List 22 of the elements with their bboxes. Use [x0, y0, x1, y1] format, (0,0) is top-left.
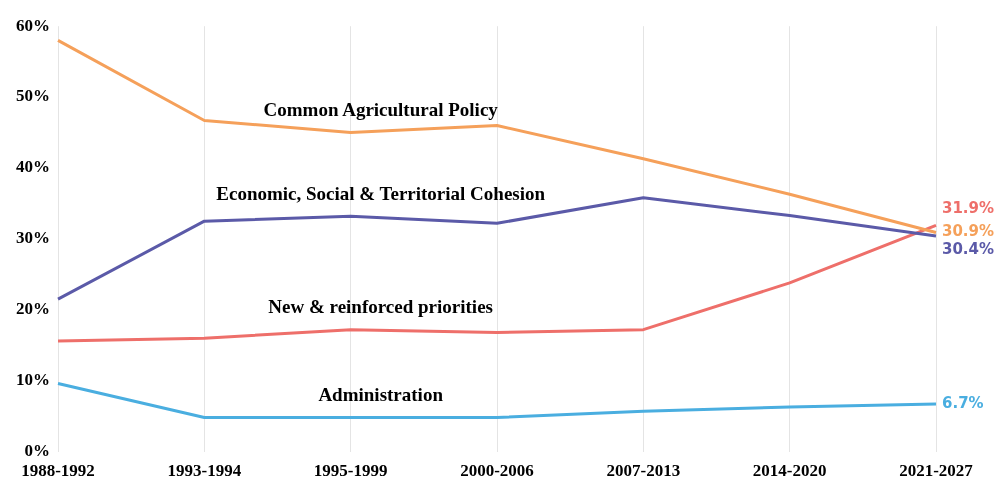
x-tick-label: 2007-2013 [606, 461, 681, 481]
x-tick-label: 2000-2006 [460, 461, 534, 481]
x-tick-label: 2014-2020 [752, 461, 827, 481]
series-label: New & reinforced priorities [268, 296, 493, 318]
y-tick-label: 0% [24, 440, 50, 460]
y-tick-label: 30% [16, 228, 50, 248]
x-tick-label: 1993-1994 [167, 461, 242, 481]
y-tick-label: 50% [16, 86, 50, 106]
series-label: Common Agricultural Policy [263, 98, 499, 120]
y-tick-label: 40% [16, 157, 50, 177]
x-tick-label: 1988-1992 [21, 461, 95, 481]
y-tick-label: 10% [16, 370, 50, 390]
y-tick-label: 20% [16, 299, 50, 319]
data-label: 31.9% [942, 199, 995, 218]
data-label: 30.4% [942, 239, 995, 258]
series-label: Economic, Social & Territorial Cohesion [216, 182, 546, 204]
x-tick-label: 2021-2027 [899, 461, 974, 481]
data-label: 30.9% [942, 222, 995, 241]
data-label: 6.7% [942, 393, 984, 412]
series-label: Administration [318, 383, 444, 405]
x-tick-label: 1995-1999 [313, 461, 388, 481]
y-tick-label: 60% [16, 15, 50, 35]
